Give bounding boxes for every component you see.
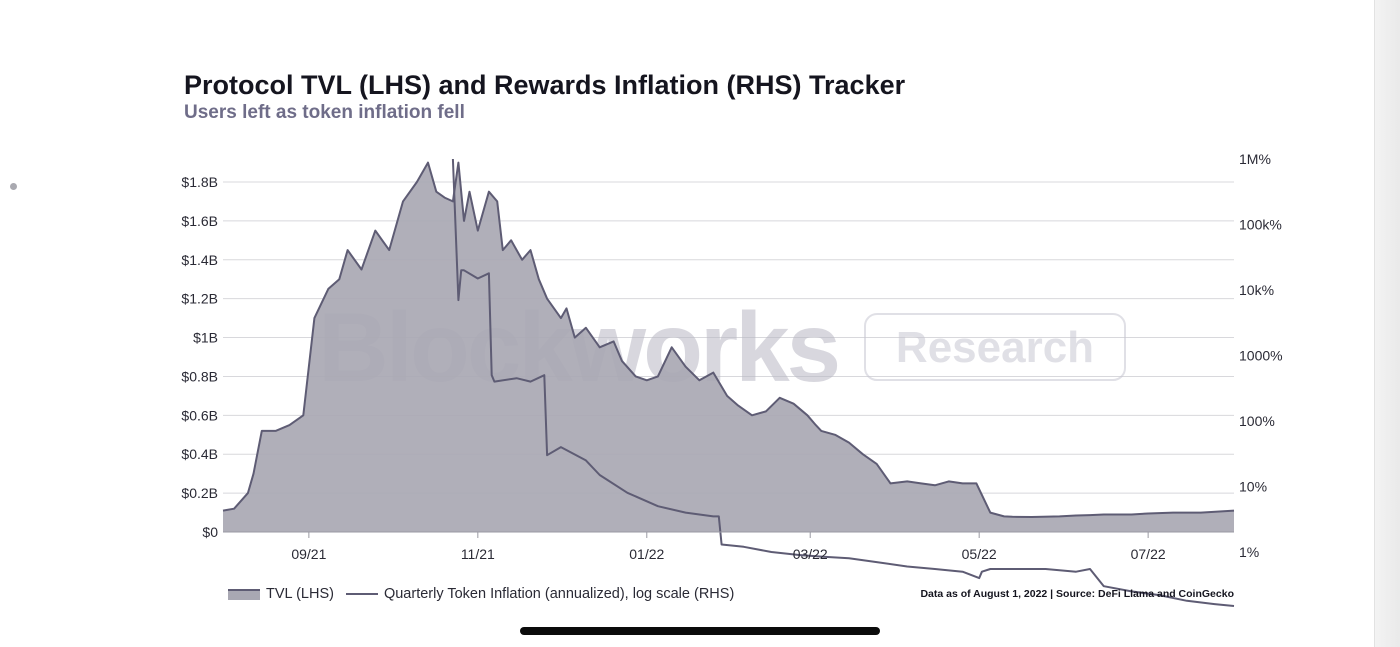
inflation-line bbox=[451, 158, 1235, 607]
legend-swatch-tvl bbox=[228, 588, 260, 600]
scroll-indicator-dot bbox=[10, 183, 17, 190]
right-axis-tick-label: 10k% bbox=[1239, 282, 1274, 298]
watermark-badge-frame bbox=[864, 313, 1126, 381]
legend: TVL (LHS) Quarterly Token Inflation (ann… bbox=[228, 583, 734, 605]
left-axis-tick-label: $1.8B bbox=[181, 174, 218, 190]
left-axis-tick-label: $0.2B bbox=[181, 485, 218, 501]
right-axis-tick-label: 10% bbox=[1239, 479, 1267, 495]
home-indicator[interactable] bbox=[520, 627, 880, 635]
x-axis-tick-label: 05/22 bbox=[962, 546, 997, 562]
x-axis-tick-label: 11/21 bbox=[461, 546, 495, 562]
x-axis-tick-label: 09/21 bbox=[291, 546, 326, 562]
left-axis-tick-label: $1.6B bbox=[181, 213, 218, 229]
chart-subtitle: Users left as token inflation fell bbox=[184, 102, 465, 123]
left-axis-tick-label: $1.4B bbox=[181, 252, 218, 268]
tvl-area bbox=[223, 162, 1234, 532]
inflation-line-layer bbox=[451, 158, 1235, 607]
x-axis-ticks: 09/21 11/21 01/22 03/22 05/22 07/22 bbox=[223, 531, 1234, 562]
chart-title: Protocol TVL (LHS) and Rewards Inflation… bbox=[184, 70, 906, 100]
tvl-line bbox=[222, 161, 1235, 518]
x-axis-tick-label: 03/22 bbox=[793, 546, 828, 562]
left-axis-tick-label: $0.8B bbox=[181, 368, 218, 384]
legend-label-tvl: TVL (LHS) bbox=[266, 586, 334, 602]
right-axis-tick-label: 1M% bbox=[1239, 151, 1271, 167]
right-axis-tick-label: 1% bbox=[1239, 544, 1259, 560]
watermark-badge: Research bbox=[896, 323, 1094, 372]
left-axis-ticks: $0 $0.2B $0.4B $0.6B $0.8B $1B $1.2B $1.4B $1.6B… bbox=[181, 174, 218, 540]
right-axis-tick-label: 100k% bbox=[1239, 217, 1282, 233]
legend-swatch-inflation bbox=[345, 593, 378, 595]
right-axis-tick-label: 100% bbox=[1239, 413, 1275, 429]
scrollbar-track[interactable] bbox=[1374, 0, 1400, 647]
tvl-area-layer bbox=[222, 161, 1235, 532]
left-axis-tick-label: $1B bbox=[193, 330, 218, 346]
legend-label-inflation: Quarterly Token Inflation (annualized), … bbox=[383, 586, 735, 602]
left-axis-tick-label: $0 bbox=[202, 524, 218, 540]
right-axis-ticks: 1% 10% 100% 1000% 10k% 100k% 1M% bbox=[1239, 151, 1283, 560]
left-axis-tick-label: $1.2B bbox=[181, 291, 218, 307]
x-axis-tick-label: 01/22 bbox=[629, 546, 664, 562]
left-axis-tick-label: $0.4B bbox=[181, 446, 218, 462]
left-axis-tick-label: $0.6B bbox=[181, 407, 218, 423]
source-note: Data as of August 1, 2022 | Source: DeFi… bbox=[920, 588, 1234, 600]
x-axis-tick-label: 07/22 bbox=[1131, 546, 1166, 562]
right-axis-tick-label: 1000% bbox=[1239, 348, 1283, 364]
